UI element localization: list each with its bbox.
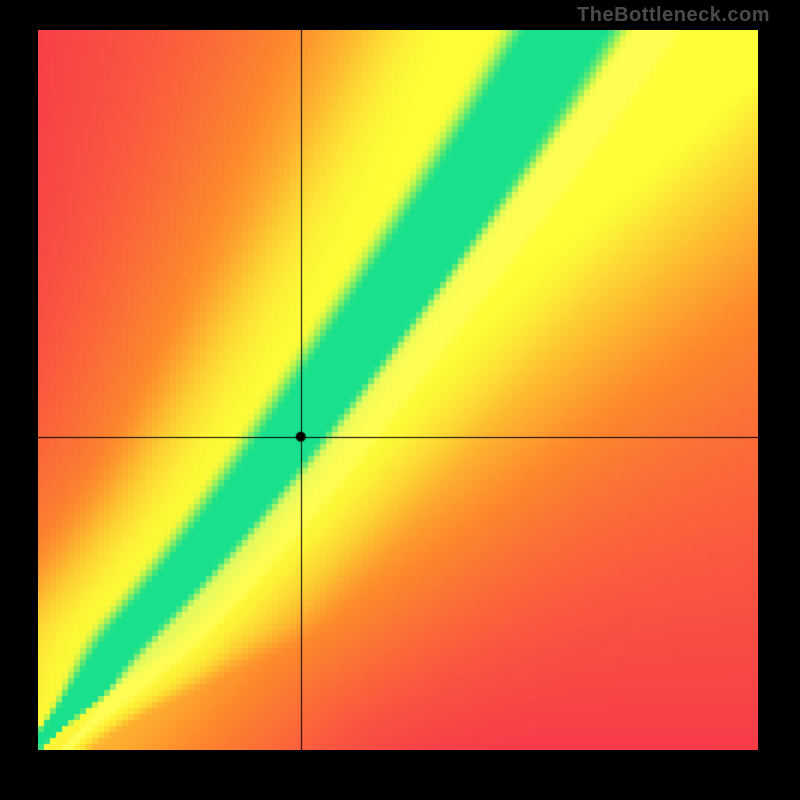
- watermark-text: TheBottleneck.com: [577, 4, 770, 27]
- heatmap-canvas: [38, 30, 758, 750]
- plot-area: [38, 30, 758, 750]
- chart-frame: TheBottleneck.com: [0, 0, 800, 800]
